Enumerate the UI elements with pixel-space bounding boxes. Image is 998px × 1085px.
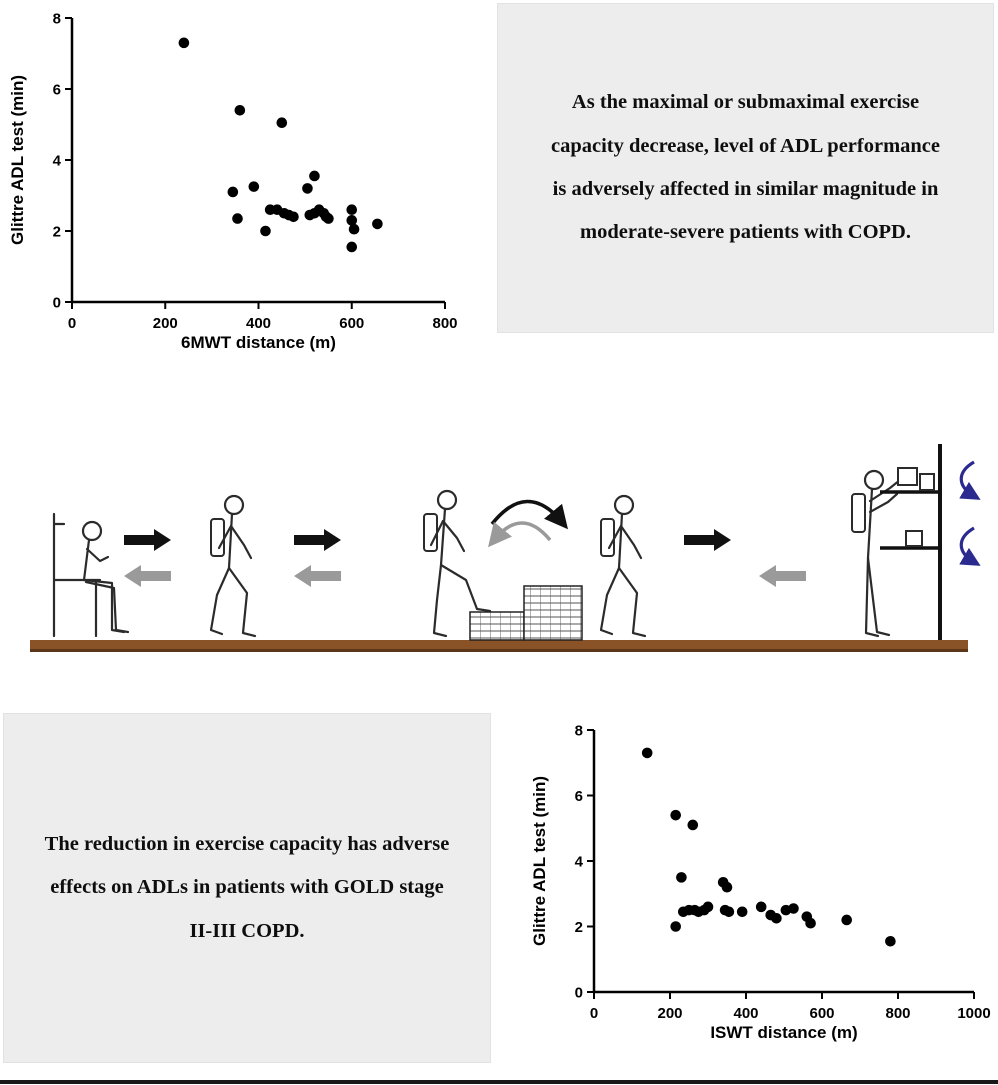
y-tick-label: 0 xyxy=(53,295,61,312)
data-point xyxy=(687,819,699,831)
shelf-task-icon xyxy=(851,444,981,640)
glittre-test-illustration xyxy=(30,444,981,652)
floor xyxy=(30,640,968,652)
y-tick-label: 8 xyxy=(575,723,583,740)
data-point xyxy=(885,935,896,947)
x-tick-label: 800 xyxy=(885,1005,910,1022)
x-axis-label: ISWT distance (m) xyxy=(710,1023,857,1042)
x-tick-label: 400 xyxy=(733,1005,758,1022)
data-point xyxy=(248,181,260,192)
data-point xyxy=(702,901,714,913)
forward-arrow-icon xyxy=(684,529,731,551)
y-tick-label: 6 xyxy=(53,82,61,99)
x-tick-label: 200 xyxy=(153,315,178,332)
box xyxy=(897,467,918,486)
data-point xyxy=(676,872,687,883)
y-tick-label: 0 xyxy=(575,985,583,1002)
x-tick-label: 200 xyxy=(657,1005,682,1022)
data-point xyxy=(670,809,681,821)
data-point xyxy=(260,225,271,237)
bottom-rule xyxy=(0,1080,998,1084)
data-point xyxy=(805,917,816,929)
scatter-6mwt: 0 200 400 600 800 0 2 4 6 8 6MWT distance (m) Glitt… xyxy=(8,11,458,353)
data-point xyxy=(736,906,748,918)
data-point xyxy=(346,204,358,215)
data-point xyxy=(346,241,358,253)
walk-with-backpack-icon xyxy=(209,494,257,638)
top-summary-text: As the maximal or submaximal exercise ca… xyxy=(550,91,940,244)
data-point xyxy=(372,218,383,230)
data-point xyxy=(288,211,299,223)
x-tick-label: 400 xyxy=(246,315,271,332)
y-tick-label: 2 xyxy=(53,224,61,241)
data-point xyxy=(841,914,852,926)
data-point xyxy=(348,223,360,235)
data-point xyxy=(721,881,733,893)
walk-with-backpack-icon xyxy=(599,494,647,638)
y-axis-label: Glittre ADL test (min) xyxy=(8,75,27,245)
data-point xyxy=(232,213,243,224)
shelf-person xyxy=(851,469,902,638)
step-block-high xyxy=(523,585,583,641)
data-point xyxy=(670,921,681,932)
data-point xyxy=(771,913,782,924)
x-tick-label: 600 xyxy=(809,1005,834,1022)
x-tick-label: 600 xyxy=(339,315,364,332)
x-tick-label: 1000 xyxy=(957,1005,990,1022)
x-tick-label: 0 xyxy=(68,315,76,332)
data-point xyxy=(346,215,358,226)
return-arrow-icon xyxy=(759,565,806,587)
shelf-unit xyxy=(880,444,942,640)
step-over-icon xyxy=(423,489,583,641)
scatter-iswt: 0 200 400 600 800 1000 0 2 4 6 8 ISWT distance (m) G… xyxy=(530,723,991,1043)
x-tick-label: 800 xyxy=(432,315,457,332)
data-point xyxy=(276,117,288,129)
data-point xyxy=(755,901,767,913)
box xyxy=(905,530,923,547)
shelf-vertical-arrows-icon xyxy=(959,460,981,566)
data-point xyxy=(178,37,190,49)
forward-arrow-icon xyxy=(124,529,171,551)
bottom-summary-box: The reduction in exercise capacity has a… xyxy=(3,713,491,1063)
y-tick-label: 4 xyxy=(575,854,584,871)
y-axis-label: Glittre ADL test (min) xyxy=(530,776,549,946)
data-point xyxy=(309,170,320,182)
return-arrow-icon xyxy=(294,565,341,587)
return-arrow-icon xyxy=(124,565,171,587)
data-point xyxy=(234,105,246,116)
data-point xyxy=(641,747,653,759)
data-point xyxy=(323,213,334,224)
data-point xyxy=(788,903,799,914)
y-tick-label: 6 xyxy=(575,788,583,805)
data-point xyxy=(227,186,239,198)
x-tick-label: 0 xyxy=(590,1005,598,1022)
bottom-summary-text: The reduction in exercise capacity has a… xyxy=(44,832,450,942)
sit-to-stand-icon xyxy=(52,512,130,638)
data-point xyxy=(302,183,313,194)
y-tick-label: 8 xyxy=(53,11,61,28)
y-tick-label: 4 xyxy=(53,153,62,170)
step-block-low xyxy=(469,611,525,641)
data-point xyxy=(723,906,735,918)
forward-arrow-icon xyxy=(294,529,341,551)
box xyxy=(919,473,935,491)
turn-around-icon xyxy=(488,499,568,548)
top-summary-box: As the maximal or submaximal exercise ca… xyxy=(497,3,994,333)
y-tick-label: 2 xyxy=(575,919,583,936)
x-axis-label: 6MWT distance (m) xyxy=(181,333,336,352)
